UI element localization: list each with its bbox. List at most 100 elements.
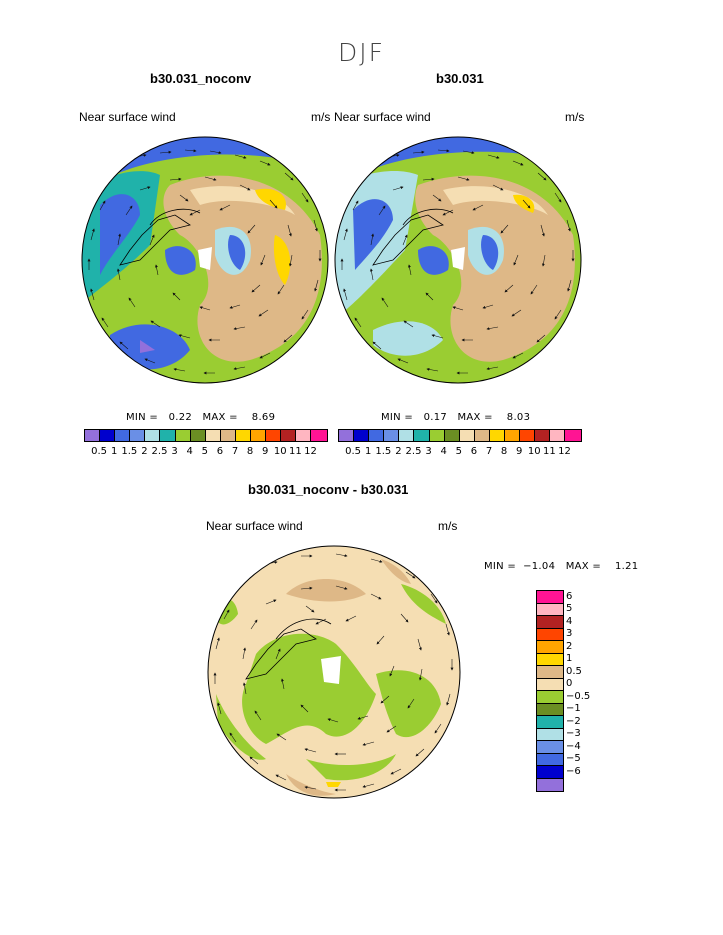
panel1-colorbar-swatch bbox=[235, 430, 252, 441]
panel3-max-value: 1.21 bbox=[615, 561, 639, 572]
panel1-colorbar-tick-label: 1.5 bbox=[121, 446, 138, 457]
panel2-colorbar-tick-label: 10 bbox=[527, 446, 541, 457]
panel3-colorbar-swatch bbox=[537, 778, 563, 791]
panel3-colorbar-swatch bbox=[537, 666, 563, 679]
panel2-min-label: MIN = bbox=[381, 412, 414, 423]
panel1-colorbar-tick-label: 0.5 bbox=[91, 446, 108, 457]
panel3-colorbar-swatch bbox=[537, 628, 563, 641]
panel1-colorbar-swatch bbox=[175, 430, 191, 441]
panel1-colorbar-swatch bbox=[115, 430, 131, 441]
panel2-colorbar-tick-label: 12 bbox=[558, 446, 571, 457]
panel3-colorbar-tick-label: 6 bbox=[566, 590, 573, 602]
panel1-max-value: 8.69 bbox=[251, 412, 276, 423]
panel2-colorbar-swatch bbox=[384, 430, 400, 441]
panel1-colorbar-swatch bbox=[85, 430, 101, 441]
panel2-variable-label: Near surface wind bbox=[334, 110, 431, 124]
polar-map-noconv bbox=[81, 136, 329, 384]
panel2-colorbar-tick-label: 11 bbox=[543, 446, 556, 457]
panel3-colorbar-swatch bbox=[537, 728, 563, 741]
panel3-colorbar-tick-label: −5 bbox=[566, 753, 581, 764]
panel2-colorbar-tick-label: 8 bbox=[500, 446, 508, 457]
panel2-units-label: m/s bbox=[565, 110, 585, 124]
panel2-colorbar-tick-label: 9 bbox=[516, 446, 523, 457]
panel1-colorbar-tick-label: 6 bbox=[216, 446, 224, 457]
panel1-min-value: 0.22 bbox=[168, 412, 193, 423]
panel1-colorbar-tick-label: 3 bbox=[171, 446, 178, 457]
panel2-colorbar-swatch bbox=[505, 430, 521, 441]
panel1-colorbar bbox=[84, 429, 328, 442]
panel1-colorbar-swatch bbox=[311, 430, 327, 441]
panel3-colorbar-swatch bbox=[537, 741, 563, 754]
panel3-colorbar-swatch bbox=[537, 591, 563, 604]
panel2-colorbar-labels: 0.5 1 1.5 2 2.5 3 4 5 6 7 8 9 10 11 12 bbox=[338, 446, 580, 458]
panel3-variable-label: Near surface wind bbox=[206, 519, 303, 533]
panel3-colorbar-tick-label: 2 bbox=[566, 640, 573, 652]
panel2-colorbar-tick-label: 7 bbox=[485, 446, 493, 457]
panel1-colorbar-swatch bbox=[130, 430, 146, 441]
panel3-colorbar-tick-label: 0 bbox=[566, 678, 573, 689]
panel2-colorbar-swatch bbox=[369, 430, 385, 441]
panel2-colorbar-swatch bbox=[474, 430, 490, 441]
panel2-case-title: b30.031 bbox=[436, 71, 484, 86]
panel1-colorbar-swatch bbox=[190, 430, 206, 441]
panel2-colorbar-swatch bbox=[550, 430, 566, 441]
panel2-colorbar-tick-label: 5 bbox=[455, 446, 462, 457]
panel1-colorbar-tick-label: 1 bbox=[111, 446, 118, 457]
panel3-colorbar-swatch bbox=[537, 603, 563, 616]
panel2-max-label: MAX = bbox=[457, 412, 493, 423]
panel3-colorbar-swatch bbox=[537, 753, 563, 766]
panel3-colorbar-tick-label: −4 bbox=[566, 740, 581, 752]
panel3-colorbar-tick-label: 3 bbox=[566, 628, 573, 639]
panel1-colorbar-swatch bbox=[220, 430, 236, 441]
page-title: DJF bbox=[337, 38, 385, 67]
panel1-variable-label: Near surface wind bbox=[79, 110, 176, 124]
panel3-minmax: MIN = −1.04 MAX = 1.21 bbox=[484, 561, 638, 572]
panel2-colorbar-swatch bbox=[399, 430, 415, 441]
panel2-colorbar-swatch bbox=[339, 430, 355, 441]
polar-map-control bbox=[334, 136, 582, 384]
panel3-colorbar-tick-label: 5 bbox=[566, 603, 573, 614]
panel1-colorbar-tick-label: 8 bbox=[246, 446, 254, 457]
panel1-min-label: MIN = bbox=[126, 412, 159, 423]
panel1-colorbar-tick-label: 10 bbox=[273, 446, 287, 457]
panel2-colorbar-tick-label: 4 bbox=[440, 446, 447, 457]
polar-map-difference bbox=[207, 545, 461, 799]
panel2-max-value: 8.03 bbox=[506, 412, 531, 423]
panel1-colorbar-swatch bbox=[100, 430, 116, 441]
panel2-colorbar-tick-label: 2.5 bbox=[405, 446, 422, 457]
panel2-colorbar bbox=[338, 429, 582, 442]
panel3-colorbar-swatch bbox=[537, 641, 563, 654]
panel3-min-label: MIN = bbox=[484, 561, 517, 572]
panel2-minmax: MIN = 0.17 MAX = 8.03 bbox=[381, 412, 530, 423]
panel2-colorbar-tick-label: 0.5 bbox=[345, 446, 362, 457]
panel2-colorbar-swatch bbox=[429, 430, 445, 441]
panel3-units-label: m/s bbox=[438, 519, 458, 533]
panel2-colorbar-swatch bbox=[414, 430, 430, 441]
panel1-minmax: MIN = 0.22 MAX = 8.69 bbox=[126, 412, 275, 423]
panel2-colorbar-swatch bbox=[354, 430, 370, 441]
panel1-colorbar-swatch bbox=[145, 430, 161, 441]
panel3-min-value: −1.04 bbox=[523, 561, 556, 572]
panel3-colorbar-swatch bbox=[537, 766, 563, 779]
panel3-colorbar-tick-label: −1 bbox=[566, 703, 581, 714]
panel1-colorbar-tick-label: 9 bbox=[262, 446, 269, 457]
panel3-colorbar-tick-label: −2 bbox=[566, 715, 581, 727]
panel3-colorbar-swatch bbox=[537, 703, 563, 716]
panel2-colorbar-swatch bbox=[459, 430, 475, 441]
panel3-colorbar-swatch bbox=[537, 653, 563, 666]
panel1-colorbar-swatch bbox=[296, 430, 312, 441]
panel1-colorbar-swatch bbox=[160, 430, 176, 441]
panel3-colorbar bbox=[536, 590, 564, 792]
panel1-colorbar-tick-label: 5 bbox=[201, 446, 208, 457]
panel1-max-label: MAX = bbox=[202, 412, 238, 423]
panel3-colorbar-swatch bbox=[537, 616, 563, 629]
panel3-colorbar-tick-label: 4 bbox=[566, 615, 573, 627]
panel1-colorbar-tick-label: 2 bbox=[141, 446, 148, 457]
panel2-min-value: 0.17 bbox=[423, 412, 448, 423]
panel1-colorbar-tick-label: 12 bbox=[304, 446, 317, 457]
panel3-colorbar-swatch bbox=[537, 691, 563, 704]
panel1-units-label: m/s bbox=[311, 110, 331, 124]
panel2-colorbar-tick-label: 1.5 bbox=[375, 446, 392, 457]
panel2-colorbar-tick-label: 2 bbox=[395, 446, 402, 457]
panel3-case-title: b30.031_noconv - b30.031 bbox=[248, 482, 409, 497]
